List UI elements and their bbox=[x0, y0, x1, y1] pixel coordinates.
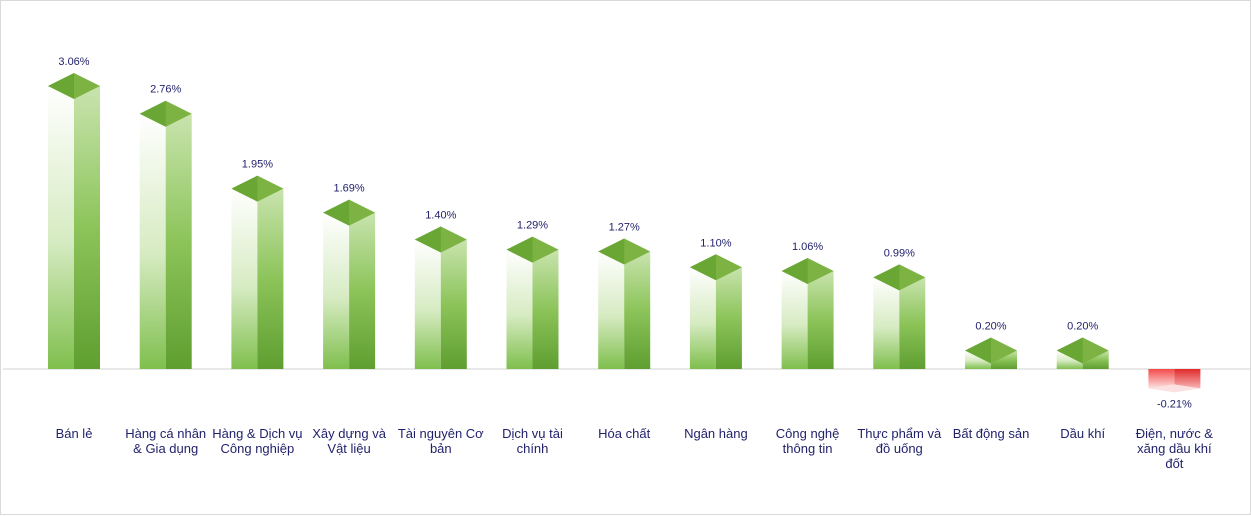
bar-front-face bbox=[781, 270, 808, 369]
bar-front-face bbox=[231, 188, 258, 369]
bar: 1.10% bbox=[689, 237, 742, 369]
category-label: Hàng cá nhân & Gia dụng bbox=[125, 426, 207, 456]
bar-bottom-cap bbox=[1148, 384, 1201, 393]
data-label: 1.69% bbox=[333, 183, 364, 195]
bar-top-cap-shade bbox=[965, 337, 991, 364]
category-label: Tài nguyên Cơ bản bbox=[397, 426, 484, 456]
bar: 1.40% bbox=[414, 210, 467, 369]
bar-side-face bbox=[532, 249, 559, 369]
data-label: 1.40% bbox=[425, 210, 456, 222]
data-label: 1.27% bbox=[609, 222, 640, 234]
bar-top-cap-shade bbox=[781, 257, 808, 284]
bar: 1.69% bbox=[323, 183, 376, 369]
bar-front-face bbox=[598, 251, 625, 369]
data-label: 0.20% bbox=[1067, 321, 1098, 333]
data-label: 1.95% bbox=[242, 159, 273, 171]
bar-front-face bbox=[689, 267, 716, 369]
category-label: Dầu khí bbox=[1060, 426, 1106, 441]
bar: 2.76% bbox=[139, 84, 192, 369]
category-label: Thực phẩm và đồ uống bbox=[857, 426, 942, 456]
bar-side-face bbox=[257, 188, 284, 369]
bar-top-cap-shade bbox=[1056, 337, 1083, 364]
bar: 3.06% bbox=[48, 56, 100, 369]
bar-top-cap-shade bbox=[139, 100, 166, 127]
bar-side-face bbox=[165, 113, 192, 369]
bar-front-face bbox=[1148, 369, 1175, 389]
bar: 1.06% bbox=[781, 241, 834, 369]
data-label: 1.29% bbox=[517, 220, 548, 232]
bar: 0.20% bbox=[1056, 321, 1109, 369]
bar-top-cap-shade bbox=[506, 236, 533, 263]
category-label: Dịch vụ tài chính bbox=[502, 426, 563, 456]
data-label: 1.06% bbox=[792, 241, 823, 253]
bar-top-cap-shade bbox=[231, 175, 258, 202]
category-label: Hóa chất bbox=[598, 426, 651, 441]
data-label: -0.21% bbox=[1157, 398, 1192, 410]
data-label: 0.99% bbox=[884, 247, 915, 259]
bar-front-face bbox=[414, 239, 441, 369]
category-label: Công nghệ thông tin bbox=[775, 426, 840, 456]
bar: 1.27% bbox=[598, 222, 651, 369]
category-label: Hàng & Dịch vụ Công nghiệp bbox=[212, 426, 303, 456]
bar: 1.95% bbox=[231, 159, 284, 369]
bar: 0.20% bbox=[965, 321, 1017, 369]
category-label: Bán lẻ bbox=[55, 426, 93, 441]
bar-front-face bbox=[48, 85, 74, 369]
category-label: Điện, nước & xăng dầu khí đốt bbox=[1135, 426, 1213, 471]
bar-top-cap-shade bbox=[323, 199, 350, 226]
bar-top-cap-shade bbox=[873, 264, 900, 291]
bar-side-face bbox=[624, 251, 651, 369]
bar: 0.99% bbox=[873, 247, 926, 369]
data-label: 1.10% bbox=[700, 237, 731, 249]
bar: -0.21% bbox=[1148, 369, 1201, 410]
bar-front-face bbox=[323, 212, 350, 369]
data-label: 2.76% bbox=[150, 84, 181, 96]
bar-side-face bbox=[899, 277, 926, 369]
bar-side-face bbox=[715, 267, 742, 369]
bar-top-cap-shade bbox=[48, 72, 74, 99]
bar-top-cap-shade bbox=[414, 226, 441, 253]
category-label: Xây dựng và Vật liệu bbox=[312, 426, 386, 456]
category-label: Bất động sản bbox=[952, 426, 1030, 441]
bar-front-face bbox=[873, 277, 900, 369]
bar-top-cap-shade bbox=[598, 238, 625, 265]
data-label: 0.20% bbox=[975, 321, 1006, 333]
bar-top-cap-shade bbox=[689, 254, 716, 281]
bar-side-face bbox=[440, 239, 467, 369]
bar-side-face bbox=[1174, 369, 1201, 389]
bar-front-face bbox=[139, 113, 166, 369]
bar-side-face bbox=[807, 270, 834, 369]
bar-side-face bbox=[349, 212, 376, 369]
bar-front-face bbox=[506, 249, 533, 369]
category-label: Ngân hàng bbox=[684, 426, 748, 441]
data-label: 3.06% bbox=[58, 56, 89, 68]
bar-side-face bbox=[74, 85, 100, 369]
bar: 1.29% bbox=[506, 220, 559, 369]
